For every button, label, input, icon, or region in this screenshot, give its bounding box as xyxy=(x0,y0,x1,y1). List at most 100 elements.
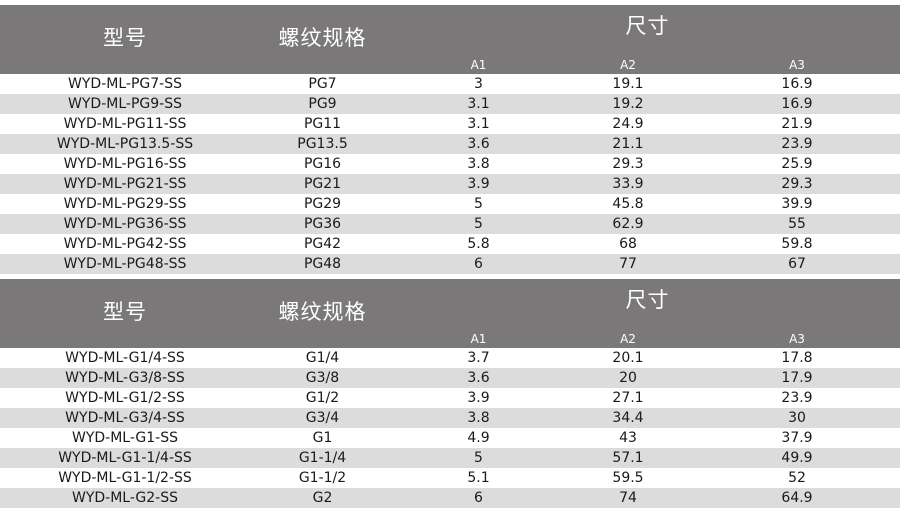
cell-a2: 62.9 xyxy=(562,214,694,234)
cell-a2: 19.2 xyxy=(562,94,694,114)
table-body: WYD-ML-PG7-SS PG7 3 19.1 16.9 WYD-ML-PG9-SS PG… xyxy=(0,74,900,274)
cell-a1: 3.9 xyxy=(395,388,562,408)
cell-thread: G1 xyxy=(250,428,395,448)
header-model: 型号 xyxy=(0,279,250,348)
cell-model: WYD-ML-PG42-SS xyxy=(0,234,250,254)
cell-model: WYD-ML-PG21-SS xyxy=(0,174,250,194)
header-model: 型号 xyxy=(0,5,250,74)
table-row: WYD-ML-G3/4-SS G3/4 3.8 34.4 30 xyxy=(0,408,900,428)
cell-thread: PG16 xyxy=(250,154,395,174)
cell-model: WYD-ML-G3/4-SS xyxy=(0,408,250,428)
cell-thread: G1-1/2 xyxy=(250,468,395,488)
cell-a3: 52 xyxy=(694,468,900,488)
table-row: WYD-ML-PG29-SS PG29 5 45.8 39.9 xyxy=(0,194,900,214)
cell-thread: PG9 xyxy=(250,94,395,114)
cell-a1: 3.8 xyxy=(395,408,562,428)
cell-a2: 43 xyxy=(562,428,694,448)
table-row: WYD-ML-PG42-SS PG42 5.8 68 59.8 xyxy=(0,234,900,254)
table-row: WYD-ML-PG13.5-SS PG13.5 3.6 21.1 23.9 xyxy=(0,134,900,154)
cell-model: WYD-ML-G1-1/4-SS xyxy=(0,448,250,468)
cell-thread: G1/2 xyxy=(250,388,395,408)
cell-a2: 29.3 xyxy=(562,154,694,174)
header-a3: A3 xyxy=(694,324,900,348)
cell-a3: 39.9 xyxy=(694,194,900,214)
cell-a3: 30 xyxy=(694,408,900,428)
header-a1: A1 xyxy=(395,50,562,74)
cell-a1: 3 xyxy=(395,74,562,94)
cell-a3: 55 xyxy=(694,214,900,234)
header-dimensions: 尺寸 xyxy=(395,5,900,50)
cell-thread: PG13.5 xyxy=(250,134,395,154)
cell-thread: PG42 xyxy=(250,234,395,254)
cell-model: WYD-ML-PG9-SS xyxy=(0,94,250,114)
cell-a3: 29.3 xyxy=(694,174,900,194)
cell-a1: 3.8 xyxy=(395,154,562,174)
header-main-row: 型号 螺纹规格 尺寸 xyxy=(0,5,900,74)
cell-a2: 20 xyxy=(562,368,694,388)
cell-model: WYD-ML-PG11-SS xyxy=(0,114,250,134)
cell-thread: PG11 xyxy=(250,114,395,134)
header-dimensions: 尺寸 xyxy=(395,279,900,324)
table-row: WYD-ML-G1-1/4-SS G1-1/4 5 57.1 49.9 xyxy=(0,448,900,468)
cell-a3: 25.9 xyxy=(694,154,900,174)
cell-a2: 77 xyxy=(562,254,694,274)
table-row: WYD-ML-G1-SS G1 4.9 43 37.9 xyxy=(0,428,900,448)
table-row: WYD-ML-PG7-SS PG7 3 19.1 16.9 xyxy=(0,74,900,94)
header-main-row: 型号 螺纹规格 尺寸 xyxy=(0,279,900,348)
cell-model: WYD-ML-G1/4-SS xyxy=(0,348,250,368)
cell-a3: 67 xyxy=(694,254,900,274)
cell-a2: 57.1 xyxy=(562,448,694,468)
cell-model: WYD-ML-PG29-SS xyxy=(0,194,250,214)
cell-thread: PG21 xyxy=(250,174,395,194)
table-row: WYD-ML-G1/2-SS G1/2 3.9 27.1 23.9 xyxy=(0,388,900,408)
table-row: WYD-ML-G1-1/2-SS G1-1/2 5.1 59.5 52 xyxy=(0,468,900,488)
header-a3: A3 xyxy=(694,50,900,74)
cell-a1: 3.9 xyxy=(395,174,562,194)
table-block-g-thread-table: 型号 螺纹规格 尺寸 A1 A2 A3 WYD-ML-G1/4-SS G1/4 3.7 20.1 1… xyxy=(0,274,900,508)
cell-model: WYD-ML-PG16-SS xyxy=(0,154,250,174)
cell-a2: 20.1 xyxy=(562,348,694,368)
table-row: WYD-ML-PG36-SS PG36 5 62.9 55 xyxy=(0,214,900,234)
header-sub-row: A1 A2 A3 xyxy=(0,324,900,348)
cell-a3: 37.9 xyxy=(694,428,900,448)
cell-a3: 59.8 xyxy=(694,234,900,254)
cell-a3: 16.9 xyxy=(694,94,900,114)
cell-model: WYD-ML-PG48-SS xyxy=(0,254,250,274)
cell-a3: 21.9 xyxy=(694,114,900,134)
cell-model: WYD-ML-G3/8-SS xyxy=(0,368,250,388)
cell-a2: 27.1 xyxy=(562,388,694,408)
cell-thread: PG7 xyxy=(250,74,395,94)
cell-a1: 3.6 xyxy=(395,134,562,154)
cell-a1: 3.1 xyxy=(395,94,562,114)
table-body: WYD-ML-G1/4-SS G1/4 3.7 20.1 17.8 WYD-ML-G3/8… xyxy=(0,348,900,508)
table-row: WYD-ML-G3/8-SS G3/8 3.6 20 17.9 xyxy=(0,368,900,388)
cell-a3: 64.9 xyxy=(694,488,900,508)
cell-a1: 5 xyxy=(395,214,562,234)
table-row: WYD-ML-G1/4-SS G1/4 3.7 20.1 17.8 xyxy=(0,348,900,368)
cell-thread: PG36 xyxy=(250,214,395,234)
cell-a2: 68 xyxy=(562,234,694,254)
header-top-gap xyxy=(0,274,900,279)
header-top-gap xyxy=(0,0,900,5)
cell-thread: G3/8 xyxy=(250,368,395,388)
cell-a1: 5 xyxy=(395,194,562,214)
cell-a1: 5.8 xyxy=(395,234,562,254)
header-thread-spec: 螺纹规格 xyxy=(250,5,395,74)
pg-thread-table: 型号 螺纹规格 尺寸 A1 A2 A3 WYD-ML-PG7-SS PG7 3 19.1 16.9 W… xyxy=(0,0,900,274)
cell-a2: 74 xyxy=(562,488,694,508)
table-row: WYD-ML-G2-SS G2 6 74 64.9 xyxy=(0,488,900,508)
cell-thread: PG48 xyxy=(250,254,395,274)
cell-a3: 23.9 xyxy=(694,388,900,408)
cell-model: WYD-ML-PG36-SS xyxy=(0,214,250,234)
table-row: WYD-ML-PG21-SS PG21 3.9 33.9 29.3 xyxy=(0,174,900,194)
header-top-gap-cell xyxy=(0,274,900,279)
cell-a3: 23.9 xyxy=(694,134,900,154)
cell-a1: 4.9 xyxy=(395,428,562,448)
table-header: 型号 螺纹规格 尺寸 A1 A2 A3 xyxy=(0,274,900,348)
cell-a2: 33.9 xyxy=(562,174,694,194)
header-thread-spec: 螺纹规格 xyxy=(250,279,395,348)
table-row: WYD-ML-PG48-SS PG48 6 77 67 xyxy=(0,254,900,274)
cell-thread: PG29 xyxy=(250,194,395,214)
cell-a2: 59.5 xyxy=(562,468,694,488)
